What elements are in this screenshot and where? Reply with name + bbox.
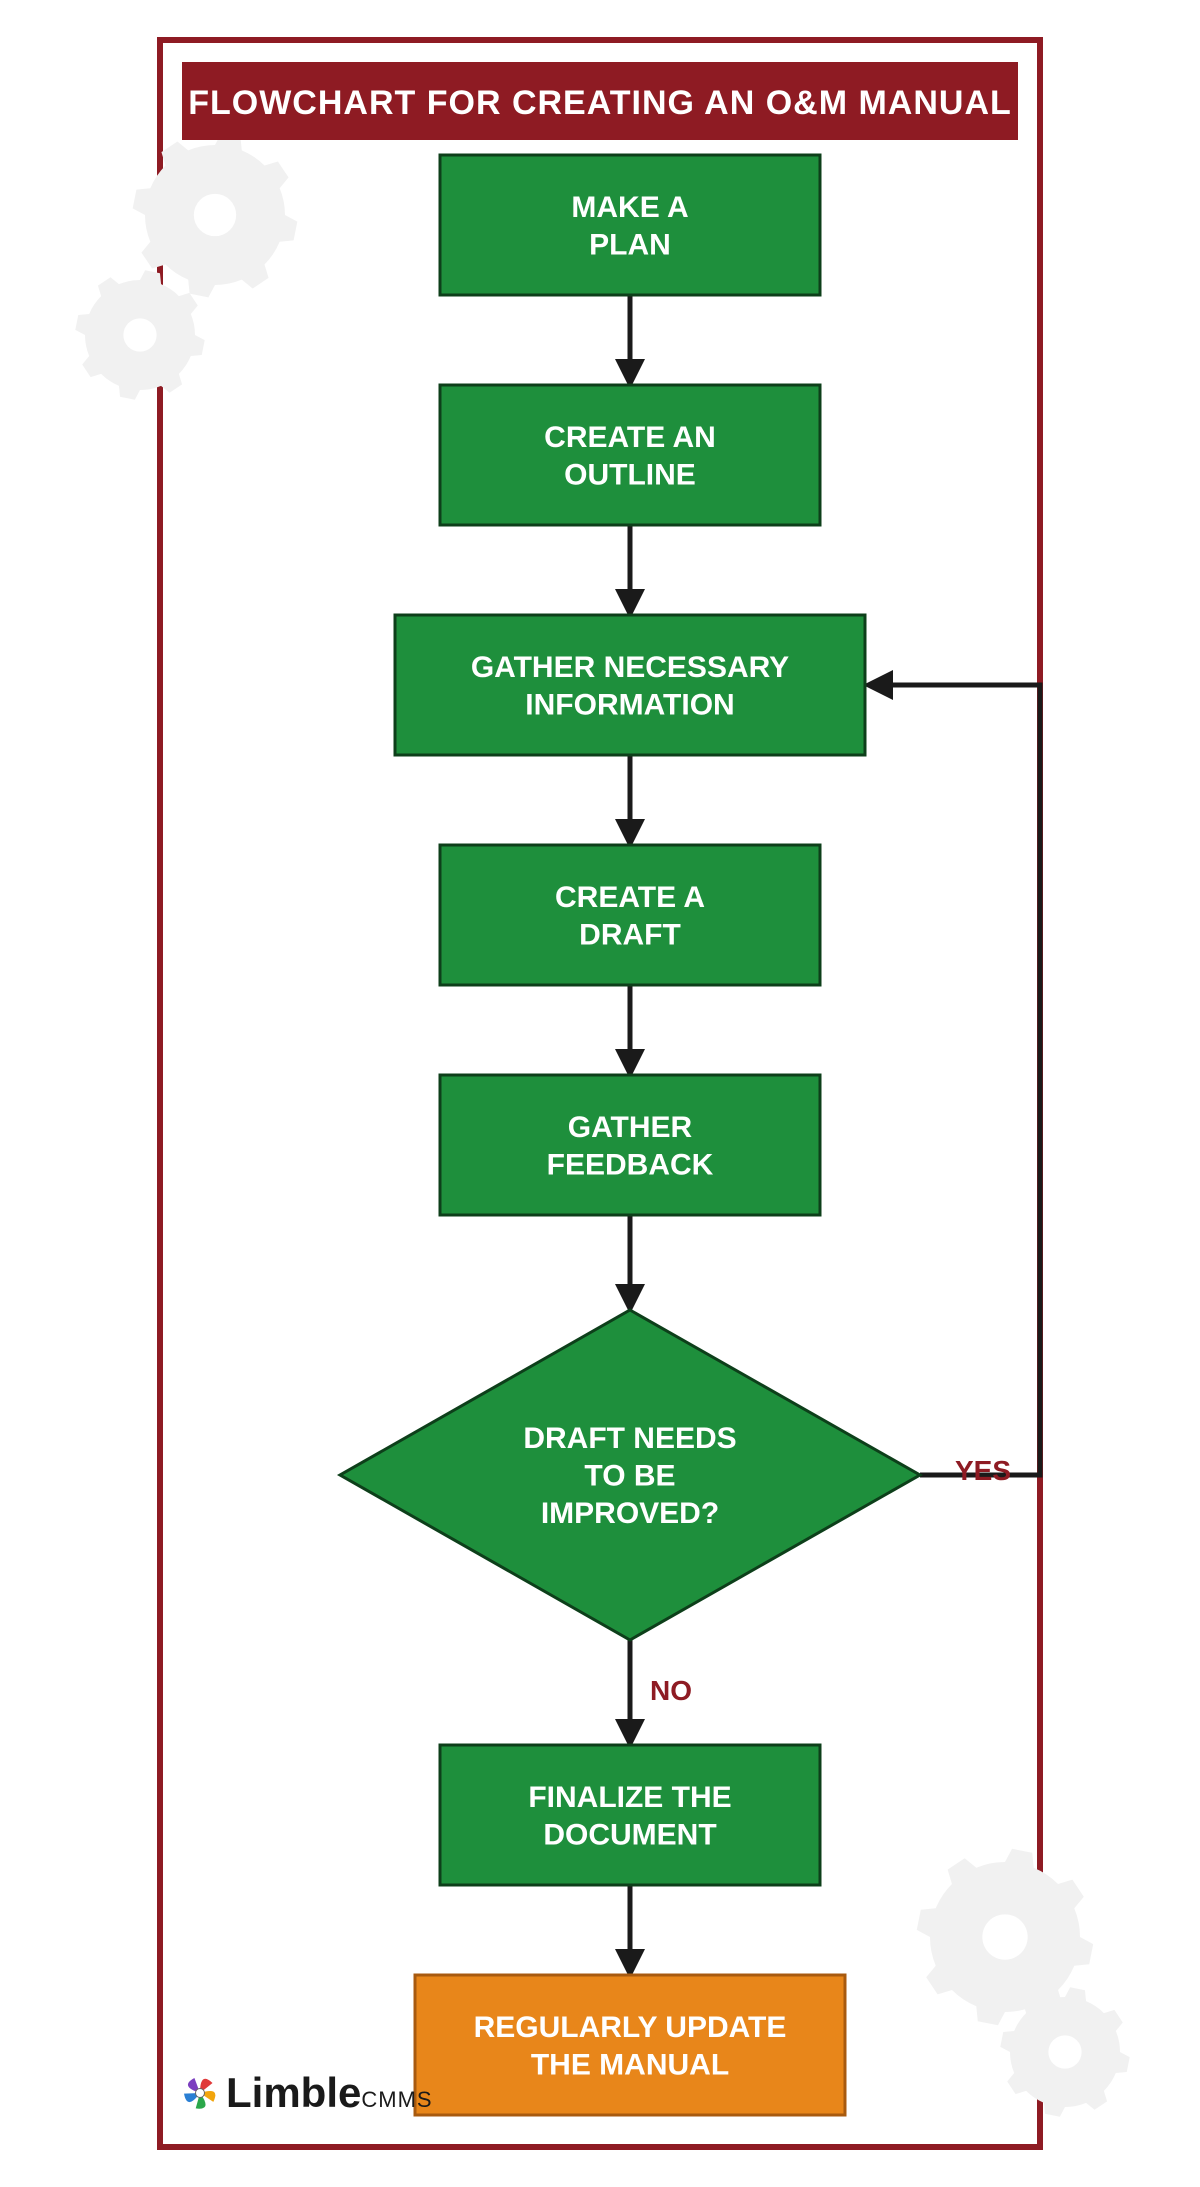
node-label: TO BE (584, 1460, 675, 1493)
node-update: REGULARLY UPDATE THE MANUAL (415, 1975, 845, 2115)
title-text: FLOWCHART FOR CREATING AN O&M MANUAL (188, 84, 1012, 122)
node-label: DRAFT (579, 918, 681, 951)
page: FLOWCHART FOR CREATING AN O&M MANUAL NO YE… (0, 0, 1200, 2187)
title-bar: FLOWCHART FOR CREATING AN O&M MANUAL (182, 62, 1018, 140)
node-label: GATHER NECESSARY (471, 651, 789, 684)
flowchart-canvas: FLOWCHART FOR CREATING AN O&M MANUAL NO YE… (0, 0, 1200, 2187)
node-feedback: GATHER FEEDBACK (440, 1075, 820, 1215)
node-label: CREATE AN (544, 421, 716, 454)
edge-label-no: NO (650, 1675, 692, 1706)
node-label: PLAN (589, 228, 671, 261)
frame: FLOWCHART FOR CREATING AN O&M MANUAL NO YE… (75, 40, 1129, 2147)
edge-label-yes: YES (955, 1455, 1011, 1486)
node-label: REGULARLY UPDATE (474, 2011, 787, 2044)
node-label: THE MANUAL (531, 2048, 729, 2081)
node-label: MAKE A (571, 191, 688, 224)
node-draft: CREATE A DRAFT (440, 845, 820, 985)
node-gather: GATHER NECESSARY INFORMATION (395, 615, 865, 755)
node-label: CREATE A (555, 881, 705, 914)
node-outline: CREATE AN OUTLINE (440, 385, 820, 525)
node-label: FEEDBACK (547, 1148, 714, 1181)
node-label: OUTLINE (564, 458, 696, 491)
node-label: IMPROVED? (541, 1497, 719, 1530)
node-plan: MAKE A PLAN (440, 155, 820, 295)
node-label: INFORMATION (525, 688, 734, 721)
node-label: DRAFT NEEDS (523, 1422, 736, 1455)
node-label: GATHER (568, 1111, 693, 1144)
node-label: FINALIZE THE (528, 1781, 731, 1814)
node-label: DOCUMENT (543, 1818, 716, 1851)
node-finalize: FINALIZE THE DOCUMENT (440, 1745, 820, 1885)
